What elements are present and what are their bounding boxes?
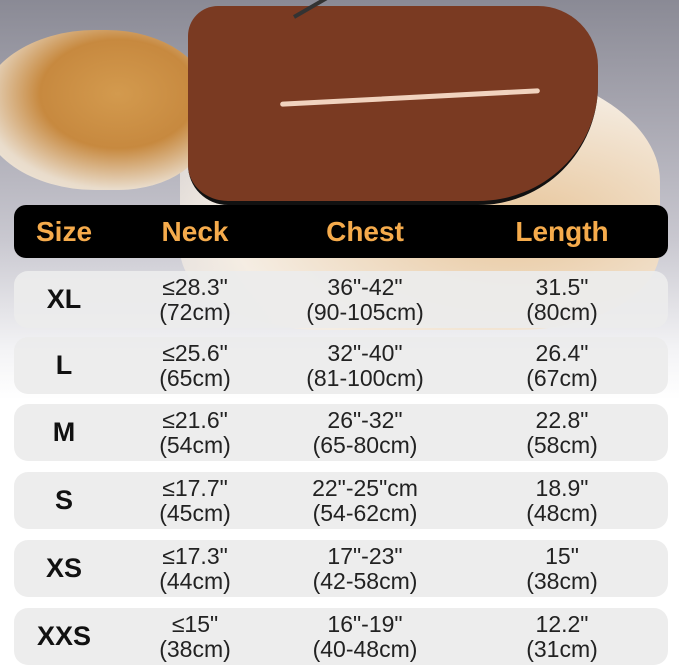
neck-inches: ≤28.3" xyxy=(162,273,228,300)
neck-cell: ≤28.3" (72cm) xyxy=(159,271,231,328)
chest-cell: 16"-19" (40-48cm) xyxy=(313,608,418,665)
length-inches: 22.8" xyxy=(535,406,589,433)
product-photo-dog-in-coat xyxy=(0,0,679,400)
size-row: M ≤21.6" (54cm) 26"-32" (65-80cm) 22.8" (58… xyxy=(14,404,668,461)
chest-cell: 26"-32" (65-80cm) xyxy=(313,404,418,461)
size-row: L ≤25.6" (65cm) 32"-40" (81-100cm) 26.4" (6… xyxy=(14,337,668,394)
chest-cm: (65-80cm) xyxy=(312,431,418,458)
size-row: XS ≤17.3" (44cm) 17"-23" (42-58cm) 15" (38c… xyxy=(14,540,668,597)
dog-raincoat xyxy=(188,6,598,205)
neck-cm: (65cm) xyxy=(159,364,231,391)
header-neck: Neck xyxy=(161,215,229,247)
header-chest: Chest xyxy=(326,215,404,247)
length-inches: 12.2" xyxy=(535,610,589,637)
neck-cm: (38cm) xyxy=(159,635,231,662)
neck-cm: (72cm) xyxy=(159,298,231,325)
length-cell: 26.4" (67cm) xyxy=(526,337,598,394)
size-label: XL xyxy=(46,284,82,314)
neck-inches: ≤21.6" xyxy=(162,406,228,433)
chest-cm: (90-105cm) xyxy=(306,298,424,325)
size-row: XL ≤28.3" (72cm) 36"-42" (90-105cm) 31.5"(… xyxy=(14,271,668,328)
chest-cell: 17"-23" (42-58cm) xyxy=(313,540,418,597)
length-cell: 15" (38cm) xyxy=(526,540,598,597)
size-label: XXS xyxy=(36,621,92,651)
length-cm: (38cm) xyxy=(526,567,598,594)
length-cm: (80cm) xyxy=(526,298,598,325)
length-cell: 18.9" (48cm) xyxy=(526,472,598,529)
length-cm: (48cm) xyxy=(526,499,598,526)
chest-cm: (40-48cm) xyxy=(312,635,418,662)
neck-cm: (54cm) xyxy=(159,431,231,458)
neck-cell: ≤25.6" (65cm) xyxy=(159,337,231,394)
chest-inches: 26"-32" xyxy=(327,406,403,433)
chest-cell: 36"-42" (90-105cm) xyxy=(306,271,424,328)
neck-inches: ≤25.6" xyxy=(162,339,228,366)
size-label: XS xyxy=(45,553,83,583)
neck-inches: ≤17.3" xyxy=(162,542,228,569)
length-cell: 31.5" (80cm) xyxy=(526,271,598,328)
neck-cm: (44cm) xyxy=(159,567,231,594)
size-row: S ≤17.7" (45cm) 22"-25"cm (54-62cm) 18.9"(… xyxy=(14,472,668,529)
neck-inches: ≤17.7" xyxy=(162,474,228,501)
chest-cell: 22"-25"cm (54-62cm) xyxy=(312,472,418,529)
chest-cell: 32"-40" (81-100cm) xyxy=(306,337,424,394)
chest-inches: 36"-42" xyxy=(327,273,403,300)
neck-inches: ≤15" xyxy=(171,610,219,637)
header-size: Size xyxy=(35,215,93,247)
chest-cm: (81-100cm) xyxy=(306,364,424,391)
length-cm: (67cm) xyxy=(526,364,598,391)
dog-head xyxy=(0,30,210,190)
length-inches: 15" xyxy=(545,542,579,569)
size-label: L xyxy=(55,350,73,380)
chest-cm: (54-62cm) xyxy=(312,499,418,526)
chest-cm: (42-58cm) xyxy=(312,567,418,594)
length-inches: 31.5" xyxy=(535,273,589,300)
length-inches: 18.9" xyxy=(535,474,589,501)
neck-cell: ≤21.6" (54cm) xyxy=(159,404,231,461)
neck-cm: (45cm) xyxy=(159,499,231,526)
length-cm: (58cm) xyxy=(526,431,598,458)
chest-inches: 16"-19" xyxy=(327,610,403,637)
chest-inches: 17"-23" xyxy=(327,542,403,569)
length-inches: 26.4" xyxy=(535,339,589,366)
chest-inches: 32"-40" xyxy=(327,339,403,366)
length-cell: 22.8" (58cm) xyxy=(526,404,598,461)
length-cm: (31cm) xyxy=(526,635,598,662)
size-row: XXS ≤15" (38cm) 16"-19" (40-48cm) 12.2" (31… xyxy=(14,608,668,665)
size-label: S xyxy=(54,485,74,515)
size-chart-header: Size Neck Chest Length xyxy=(14,205,668,258)
header-length: Length xyxy=(515,215,609,247)
neck-cell: ≤17.7" (45cm) xyxy=(159,472,231,529)
neck-cell: ≤17.3" (44cm) xyxy=(159,540,231,597)
chest-inches: 22"-25"cm xyxy=(312,474,418,501)
neck-cell: ≤15" (38cm) xyxy=(159,608,231,665)
length-cell: 12.2" (31cm) xyxy=(526,608,598,665)
size-label: M xyxy=(52,417,76,447)
